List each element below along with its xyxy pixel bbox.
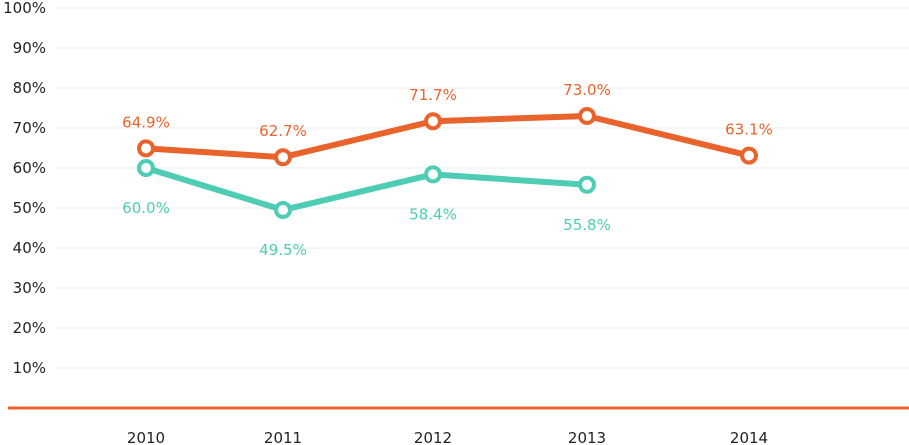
x-tick-label: 2011 xyxy=(264,429,302,445)
data-point xyxy=(424,112,442,131)
data-label: 63.1% xyxy=(725,121,773,139)
y-tick-label: 10% xyxy=(13,359,46,377)
data-label: 71.7% xyxy=(409,86,457,104)
y-tick-label: 40% xyxy=(13,239,46,257)
y-tick-label: 30% xyxy=(13,279,46,297)
x-axis: 2010 2011 2012 2013 2014 xyxy=(127,429,768,445)
data-point xyxy=(137,159,155,177)
data-label: 58.4% xyxy=(409,205,457,223)
data-point xyxy=(424,165,442,184)
data-label: 64.9% xyxy=(122,113,170,131)
series-group: 64.9% 62.7% 71.7% 73.0% 63.1% 60.0% 49.5% 58.4%… xyxy=(122,81,773,259)
y-tick-label: 20% xyxy=(13,319,46,337)
y-axis: 10% 20% 30% 40% 50% 60% 70% 80% 90% 100% xyxy=(3,0,46,377)
x-tick-label: 2012 xyxy=(414,429,452,445)
data-point xyxy=(137,139,155,158)
x-tick-label: 2010 xyxy=(127,429,165,445)
y-tick-label: 90% xyxy=(13,39,46,57)
y-tick-label: 100% xyxy=(3,0,46,17)
x-tick-label: 2013 xyxy=(568,429,606,445)
data-point xyxy=(274,201,292,219)
data-point xyxy=(740,146,758,165)
data-label: 60.0% xyxy=(122,199,170,217)
y-tick-label: 80% xyxy=(13,79,46,97)
series-1: 64.9% 62.7% 71.7% 73.0% 63.1% xyxy=(122,81,773,167)
data-label: 62.7% xyxy=(259,122,307,140)
series-line xyxy=(143,113,752,161)
y-tick-label: 70% xyxy=(13,119,46,137)
series-2: 60.0% 49.5% 58.4% 55.8% xyxy=(122,159,611,259)
data-label: 73.0% xyxy=(563,81,611,99)
data-point xyxy=(274,148,292,167)
series-line xyxy=(143,165,590,213)
data-label: 55.8% xyxy=(563,216,611,234)
gridlines xyxy=(55,7,909,369)
data-label: 49.5% xyxy=(259,241,307,259)
x-tick-label: 2014 xyxy=(730,429,768,445)
data-point xyxy=(578,175,596,194)
data-point xyxy=(578,107,596,125)
y-tick-label: 50% xyxy=(13,199,46,217)
y-tick-label: 60% xyxy=(13,159,46,177)
